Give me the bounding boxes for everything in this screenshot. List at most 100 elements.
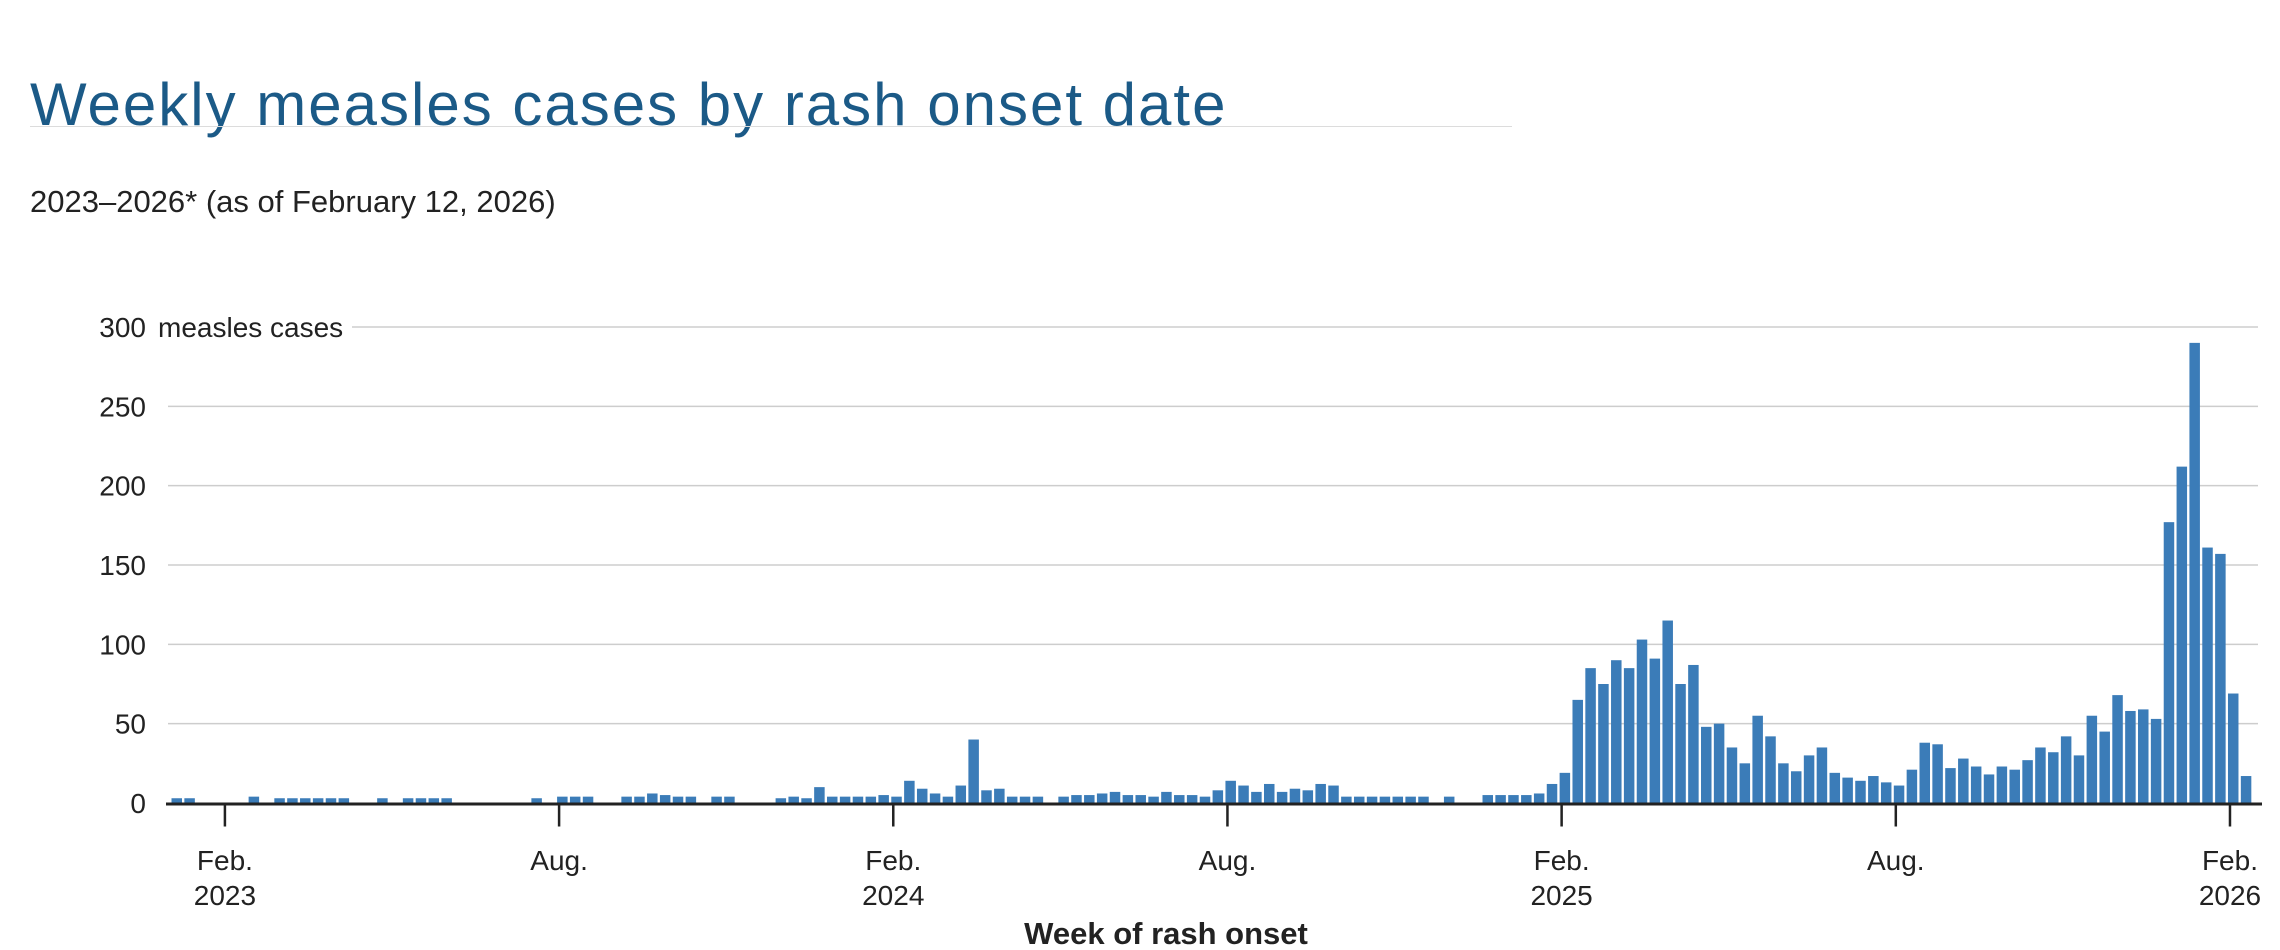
week-bar (2150, 718, 2162, 803)
week-bar (942, 796, 954, 803)
week-bar (672, 796, 684, 803)
week-bar (1186, 795, 1198, 803)
week-bar (2202, 547, 2213, 803)
week-bar (634, 796, 645, 803)
month-tick (557, 805, 561, 827)
week-bar (171, 798, 182, 803)
week-bar (1598, 684, 1609, 803)
week-bar (659, 795, 671, 803)
week-bar (1983, 774, 1995, 803)
y-axis-unit-label: measles cases (158, 312, 343, 343)
week-bar (2240, 776, 2252, 803)
week-bar (1508, 795, 1519, 803)
week-bar (1328, 785, 1339, 803)
x-tick-label-month: Aug. (530, 845, 588, 876)
month-tick (1226, 805, 1229, 827)
week-bar (1906, 769, 1918, 803)
week-bar (1199, 796, 1211, 803)
week-bar (1225, 780, 1236, 803)
week-bar (647, 793, 658, 803)
week-bar (415, 798, 427, 803)
week-bar (1803, 755, 1815, 803)
week-bar (827, 796, 838, 803)
week-bar (1752, 715, 1763, 803)
week-bar (184, 798, 195, 803)
week-bar (1019, 796, 1031, 803)
week-bar (1945, 768, 1956, 803)
week-bar (1623, 668, 1635, 803)
week-bar (1713, 723, 1725, 803)
week-bar (2099, 731, 2110, 803)
week-bar (1688, 664, 1699, 803)
week-bar (1135, 795, 1146, 803)
week-bar (287, 798, 298, 803)
x-axis-line (166, 802, 2262, 806)
x-tick-label-month: Aug. (1867, 845, 1925, 876)
week-bar (2138, 709, 2149, 803)
month-tick (223, 805, 227, 827)
week-bar (325, 798, 337, 803)
week-bar (1958, 758, 1969, 803)
week-bar (852, 796, 864, 803)
week-bar (1405, 796, 1416, 803)
week-bar (994, 788, 1005, 803)
week-bar (788, 796, 799, 803)
week-bar (1366, 796, 1378, 803)
week-bar (1084, 795, 1095, 803)
x-tick-label-year: 2026 (2199, 880, 2261, 911)
week-bar (1071, 795, 1082, 803)
y-tick-label: 0 (130, 788, 146, 819)
week-bar (1893, 785, 1905, 803)
week-bar (1533, 793, 1545, 803)
week-bar (1662, 620, 1673, 803)
week-bar (1816, 747, 1828, 803)
week-bar (2112, 695, 2123, 803)
week-bar (1829, 772, 1841, 803)
week-bar (2048, 752, 2059, 803)
x-axis-title: Week of rash onset (1024, 916, 1308, 950)
week-bar (1238, 785, 1249, 803)
week-bar (2163, 522, 2175, 803)
week-bar (1122, 795, 1134, 803)
week-bar (775, 798, 787, 803)
month-tick (1560, 805, 1563, 827)
week-bar (338, 798, 350, 803)
week-bar (248, 796, 260, 803)
week-bar (402, 798, 414, 803)
month-tick (892, 805, 895, 827)
x-tick-label-month: Feb. (865, 845, 921, 876)
week-bar (1778, 763, 1789, 803)
week-bar (274, 798, 285, 803)
month-tick (2228, 805, 2232, 827)
week-bar (2227, 693, 2239, 803)
week-bar (1726, 747, 1738, 803)
week-bar (1174, 795, 1185, 803)
week-bar (1996, 766, 2008, 803)
week-bar (377, 798, 388, 803)
week-bar (1546, 783, 1558, 803)
week-bar (2189, 342, 2200, 803)
week-bar (2086, 715, 2098, 803)
month-tick (1894, 805, 1898, 827)
week-bar (1058, 796, 1069, 803)
week-bar (1701, 726, 1712, 803)
week-bar (685, 796, 697, 803)
week-bar (441, 798, 452, 803)
week-bar (1790, 771, 1802, 803)
x-tick-label-month: Feb. (1534, 845, 1590, 876)
chart-subtitle: 2023–2026* (as of February 12, 2026) (30, 184, 556, 219)
week-bar (1521, 795, 1532, 803)
week-bar (968, 739, 979, 803)
week-bar (929, 793, 941, 803)
week-bar (1006, 796, 1018, 803)
week-bar (2125, 710, 2136, 803)
week-bar (1212, 790, 1224, 803)
week-bar (1880, 782, 1892, 803)
week-bar (1842, 777, 1853, 803)
week-bar (1251, 791, 1262, 803)
week-bar (878, 795, 889, 803)
week-bar (531, 798, 542, 803)
week-bar (1675, 684, 1686, 803)
